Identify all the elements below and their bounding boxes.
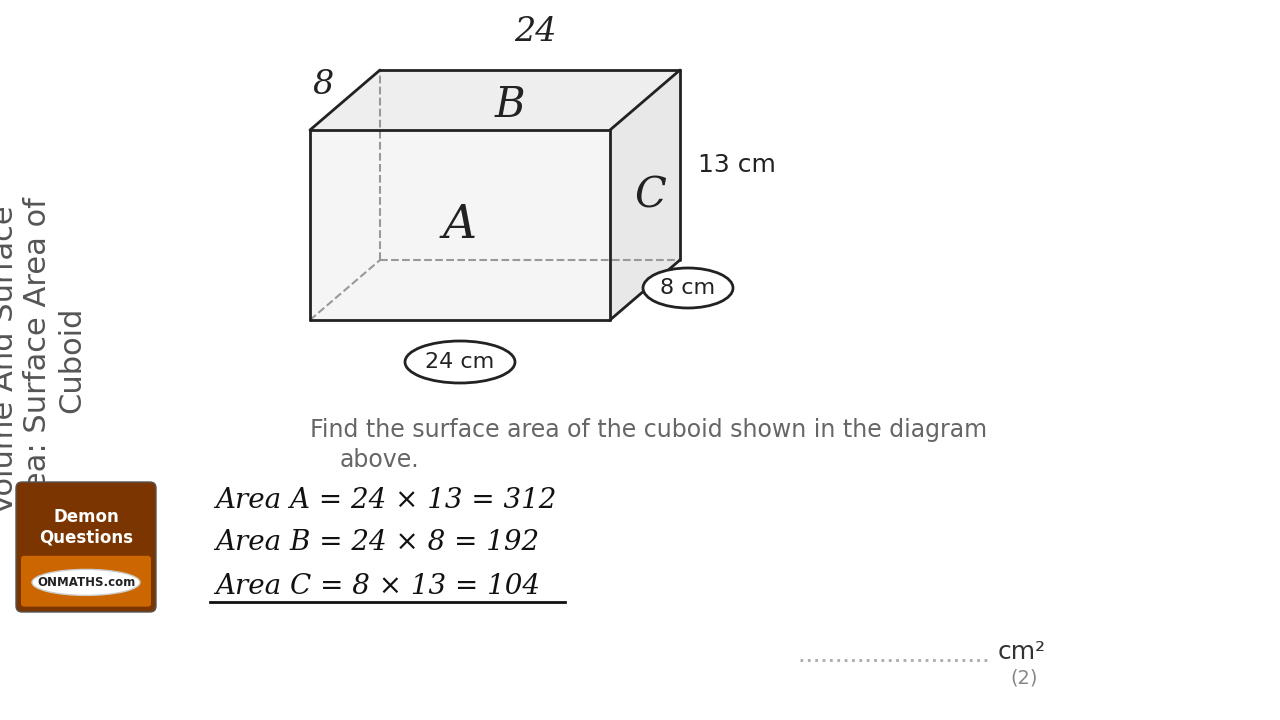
Text: (2): (2) <box>1010 668 1038 688</box>
Ellipse shape <box>404 341 515 383</box>
Text: B: B <box>494 84 525 126</box>
Ellipse shape <box>643 268 733 308</box>
Text: 24 cm: 24 cm <box>425 352 494 372</box>
Text: 8 cm: 8 cm <box>660 278 716 298</box>
FancyBboxPatch shape <box>20 556 151 607</box>
Polygon shape <box>611 70 680 320</box>
Text: C: C <box>634 174 666 216</box>
Text: above.: above. <box>340 448 420 472</box>
Text: Volume And Surface
Area: Surface Area of
Cuboid: Volume And Surface Area: Surface Area of… <box>0 197 86 523</box>
Text: ONMATHS.com: ONMATHS.com <box>37 576 136 589</box>
Polygon shape <box>310 130 611 320</box>
Text: 8: 8 <box>312 69 334 101</box>
Text: A: A <box>443 202 477 248</box>
Text: Area B = 24 × 8 = 192: Area B = 24 × 8 = 192 <box>215 529 539 557</box>
Text: Area C = 8 × 13 = 104: Area C = 8 × 13 = 104 <box>215 572 540 600</box>
Polygon shape <box>310 70 680 130</box>
Text: 24: 24 <box>513 16 557 48</box>
Text: Find the surface area of the cuboid shown in the diagram: Find the surface area of the cuboid show… <box>310 418 987 442</box>
Ellipse shape <box>32 570 140 595</box>
Text: 13 cm: 13 cm <box>698 153 776 177</box>
FancyBboxPatch shape <box>15 482 156 612</box>
Text: Area A = 24 × 13 = 312: Area A = 24 × 13 = 312 <box>215 487 557 513</box>
Text: cm²: cm² <box>998 640 1046 664</box>
Text: Demon
Questions: Demon Questions <box>38 508 133 546</box>
